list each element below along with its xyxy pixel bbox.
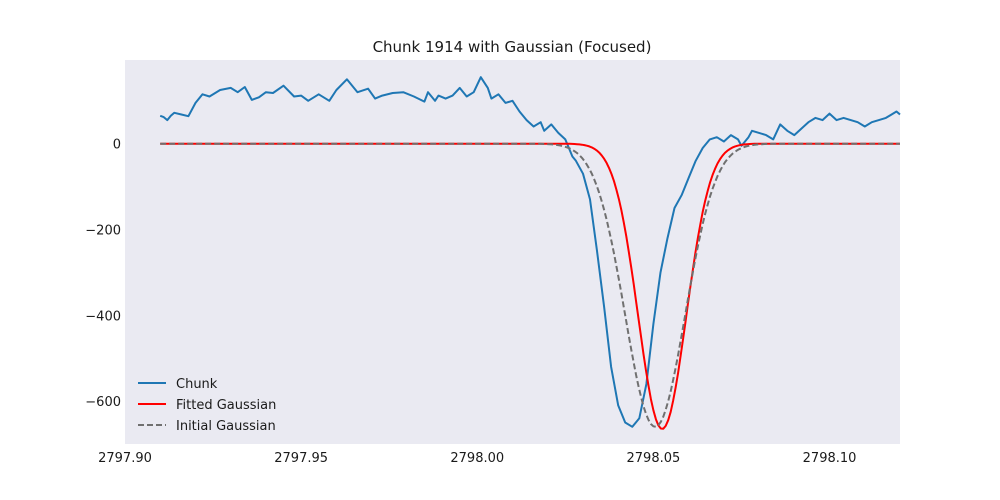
legend-label: Initial Gaussian	[176, 419, 276, 434]
y-tick-label: 0	[113, 138, 121, 153]
legend-label: Chunk	[176, 377, 218, 392]
x-tick-label: 2798.10	[803, 451, 857, 466]
legend: Chunk Fitted Gaussian Initial Gaussian	[138, 377, 276, 434]
y-tick-label: −400	[85, 309, 121, 324]
legend-label: Fitted Gaussian	[176, 398, 276, 413]
x-tick-label: 2798.05	[627, 451, 681, 466]
chart-title: Chunk 1914 with Gaussian (Focused)	[373, 38, 652, 56]
y-tick-label: −600	[85, 395, 121, 410]
x-tick-label: 2797.90	[98, 451, 152, 466]
x-tick-label: 2797.95	[274, 451, 328, 466]
plot-area	[125, 60, 900, 444]
series-layer	[159, 76, 901, 430]
chunk-line	[159, 76, 901, 428]
x-tick-label: 2798.00	[450, 451, 504, 466]
x-axis-ticks: 2797.90 2797.95 2798.00 2798.05 2798.10	[98, 451, 856, 466]
y-tick-label: −200	[85, 223, 121, 238]
y-axis-ticks: 0 −200 −400 −600	[85, 138, 121, 410]
initial-gaussian-line	[160, 142, 900, 428]
